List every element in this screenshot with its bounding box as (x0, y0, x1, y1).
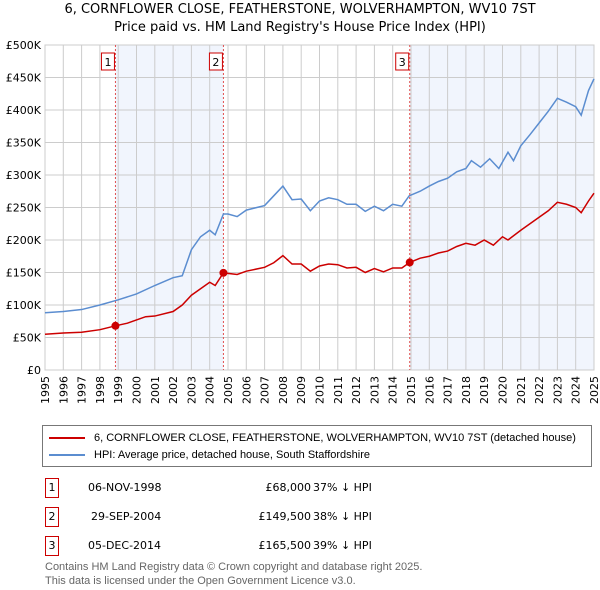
sale-point (405, 258, 414, 267)
chart-subtitle: Price paid vs. HM Land Registry's House … (114, 20, 486, 35)
y-tick-label: £0 (27, 364, 41, 377)
sale-point (219, 268, 228, 277)
footer-copyright: Contains HM Land Registry data © Crown c… (45, 561, 423, 573)
y-tick-label: £450K (6, 72, 42, 85)
x-tick-label: 2010 (314, 376, 327, 404)
x-tick-label: 2024 (570, 376, 583, 404)
sale-label-box (208, 52, 223, 71)
sale-hpi: 38% ↓ HPI (313, 510, 372, 523)
x-tick-label: 2018 (460, 376, 473, 404)
y-tick-label: £200K (6, 234, 42, 247)
x-tick-label: 2014 (387, 376, 400, 404)
x-tick-label: 2003 (185, 376, 198, 404)
x-tick-label: 2011 (332, 376, 345, 404)
plot-frame (44, 44, 595, 371)
chart-title: 6, CORNFLOWER CLOSE, FEATHERSTONE, WOLVE… (64, 2, 536, 17)
x-tick-label: 2012 (350, 376, 363, 404)
hpi-line (44, 78, 595, 314)
y-tick-label: £250K (6, 202, 42, 215)
x-tick-label: 2000 (131, 376, 144, 404)
sale-price: £165,500 (258, 539, 312, 552)
y-tick-label: £50K (13, 332, 42, 345)
sale-price: £149,500 (258, 510, 312, 523)
sale-label: 3 (399, 56, 406, 69)
sale-date: 29-SEP-2004 (91, 510, 162, 523)
y-tick-label: £400K (6, 104, 42, 117)
x-tick-label: 2013 (368, 376, 381, 404)
x-tick-label: 2022 (533, 376, 546, 404)
sale-row: 3 05-DEC-2014 £165,500 39% ↓ HPI (45, 536, 545, 556)
x-tick-label: 1995 (39, 376, 52, 404)
sale-label: 2 (212, 56, 219, 69)
x-tick-label: 1998 (94, 376, 107, 404)
x-tick-label: 2019 (478, 376, 491, 404)
y-tick-label: £150K (6, 267, 42, 280)
x-tick-label: 2005 (222, 376, 235, 404)
x-tick-label: 2016 (423, 376, 436, 404)
property-price-line (44, 192, 595, 335)
x-tick-label: 2002 (167, 376, 180, 404)
legend-label-hpi: HPI: Average price, detached house, Sout… (94, 448, 370, 461)
sale-marker: 1 (45, 478, 59, 498)
y-tick-label: £100K (6, 299, 42, 312)
x-tick-label: 2008 (277, 376, 290, 404)
x-tick-label: 2020 (497, 376, 510, 404)
y-tick-label: £500K (6, 39, 42, 52)
x-tick-label: 2015 (405, 376, 418, 404)
x-tick-label: 2023 (551, 376, 564, 404)
x-tick-label: 2017 (442, 376, 455, 404)
sale-marker: 2 (45, 507, 59, 527)
legend: 6, CORNFLOWER CLOSE, FEATHERSTONE, WOLVE… (42, 425, 592, 467)
x-tick-label: 1997 (76, 376, 89, 404)
x-tick-label: 2007 (259, 376, 272, 404)
x-tick-label: 1996 (57, 376, 70, 404)
y-tick-label: £350K (6, 137, 42, 150)
sale-point (111, 321, 120, 330)
legend-item-property: 6, CORNFLOWER CLOSE, FEATHERSTONE, WOLVE… (43, 429, 591, 446)
price-chart: 1995 1996 1997 1998 1999 2000 2001 2002 2003 2004… (6, 39, 600, 404)
sale-price: £68,000 (265, 481, 312, 494)
legend-swatch-property (49, 436, 85, 439)
sale-marker: 3 (45, 536, 59, 556)
x-tick-label: 2025 (588, 376, 600, 404)
x-tick-label: 2006 (240, 376, 253, 404)
legend-swatch-hpi (49, 453, 85, 456)
x-tick-label: 1999 (112, 376, 125, 404)
x-tick-label: 2001 (149, 376, 162, 404)
x-tick-label: 2021 (515, 376, 528, 404)
legend-label-property: 6, CORNFLOWER CLOSE, FEATHERSTONE, WOLVE… (94, 431, 576, 444)
sale-label: 1 (104, 56, 111, 69)
sale-row: 1 06-NOV-1998 £68,000 37% ↓ HPI (45, 478, 545, 498)
sale-label-box (100, 52, 115, 71)
x-tick-label: 2009 (295, 376, 308, 404)
sale-date: 06-NOV-1998 (88, 481, 162, 494)
sale-date: 05-DEC-2014 (88, 539, 162, 552)
sale-hpi: 37% ↓ HPI (313, 481, 372, 494)
sale-label-box (395, 52, 410, 71)
footer-licence: This data is licensed under the Open Gov… (45, 575, 356, 587)
x-tick-label: 2004 (204, 376, 217, 404)
sale-row: 2 29-SEP-2004 £149,500 38% ↓ HPI (45, 507, 545, 527)
legend-item-hpi: HPI: Average price, detached house, Sout… (43, 446, 591, 463)
sale-hpi: 39% ↓ HPI (313, 539, 372, 552)
y-tick-label: £300K (6, 169, 42, 182)
